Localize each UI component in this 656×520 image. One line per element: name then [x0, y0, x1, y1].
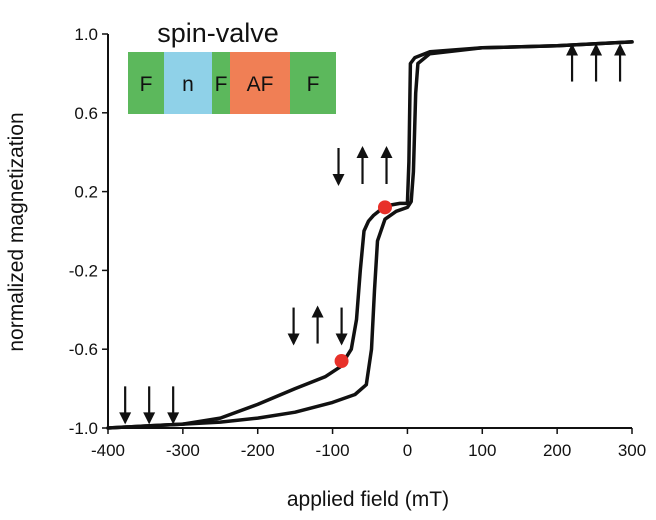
- spin-arrow-group-4: [566, 43, 627, 82]
- y-axis-title: normalized magnetization: [5, 112, 28, 351]
- spin-arrow-up-icon: [566, 43, 579, 82]
- state-marker-2: [377, 200, 392, 215]
- x-tick-label: -200: [241, 441, 275, 460]
- y-tick-label: 1.0: [74, 25, 98, 44]
- arrow-head: [380, 145, 393, 158]
- layer-4: [230, 52, 290, 114]
- arrow-head: [356, 145, 369, 158]
- y-tick-label: -0.2: [69, 261, 98, 280]
- layer-label-4: AF: [247, 73, 274, 96]
- x-tick-label: 100: [468, 441, 496, 460]
- y-tick-label: 0.2: [74, 183, 98, 202]
- arrow-head: [335, 333, 348, 346]
- x-axis-title: applied field (mT): [287, 488, 449, 511]
- arrow-annotations: [119, 43, 627, 425]
- y-tick-label: -0.6: [69, 340, 98, 359]
- arrow-head: [566, 43, 579, 56]
- spin-arrow-down-icon: [287, 307, 300, 346]
- state-marker-1: [334, 354, 349, 369]
- curves: [106, 40, 634, 430]
- layer-5: [290, 52, 336, 114]
- layer-label-2: n: [182, 73, 194, 96]
- arrow-head: [143, 412, 156, 425]
- spin-arrow-up-icon: [380, 145, 393, 184]
- spin-arrow-down-icon: [167, 386, 180, 425]
- x-tick-label: -300: [166, 441, 200, 460]
- spin-arrow-down-icon: [119, 386, 132, 425]
- arrow-head: [167, 412, 180, 425]
- x-tick-label: -100: [316, 441, 350, 460]
- x-tick-label: 200: [543, 441, 571, 460]
- layer-label-3: F: [215, 73, 228, 96]
- layer-2: [164, 52, 212, 114]
- spin-arrow-up-icon: [590, 43, 603, 82]
- inset-title: spin-valve: [157, 18, 279, 48]
- arrow-head: [332, 173, 345, 186]
- markers: [334, 200, 392, 369]
- layer-label-1: F: [140, 73, 153, 96]
- hysteresis-branch-2: [106, 40, 634, 430]
- x-tick-label: -400: [91, 441, 125, 460]
- spin-arrow-up-icon: [614, 43, 627, 82]
- spin-arrow-down-icon: [143, 386, 156, 425]
- spin-arrow-down-icon: [335, 307, 348, 346]
- layer-label-5: F: [307, 73, 320, 96]
- arrow-head: [287, 333, 300, 346]
- arrow-head: [590, 43, 603, 56]
- hysteresis-branch-1: [106, 40, 634, 430]
- spin-arrow-up-icon: [356, 145, 369, 184]
- spin-arrow-group-3: [332, 145, 393, 186]
- x-tick-label: 300: [618, 441, 646, 460]
- x-tick-label: 0: [403, 441, 412, 460]
- arrow-head: [119, 412, 132, 425]
- arrow-head: [311, 305, 324, 318]
- layer-3: [212, 52, 230, 114]
- spin-arrow-group-1: [119, 386, 180, 425]
- layer-1: [128, 52, 164, 114]
- spin-arrow-up-icon: [311, 305, 324, 344]
- y-tick-label: -1.0: [69, 419, 98, 438]
- arrow-head: [614, 43, 627, 56]
- y-tick-label: 0.6: [74, 104, 98, 123]
- spin-arrow-group-2: [287, 305, 348, 346]
- spin-arrow-down-icon: [332, 147, 345, 186]
